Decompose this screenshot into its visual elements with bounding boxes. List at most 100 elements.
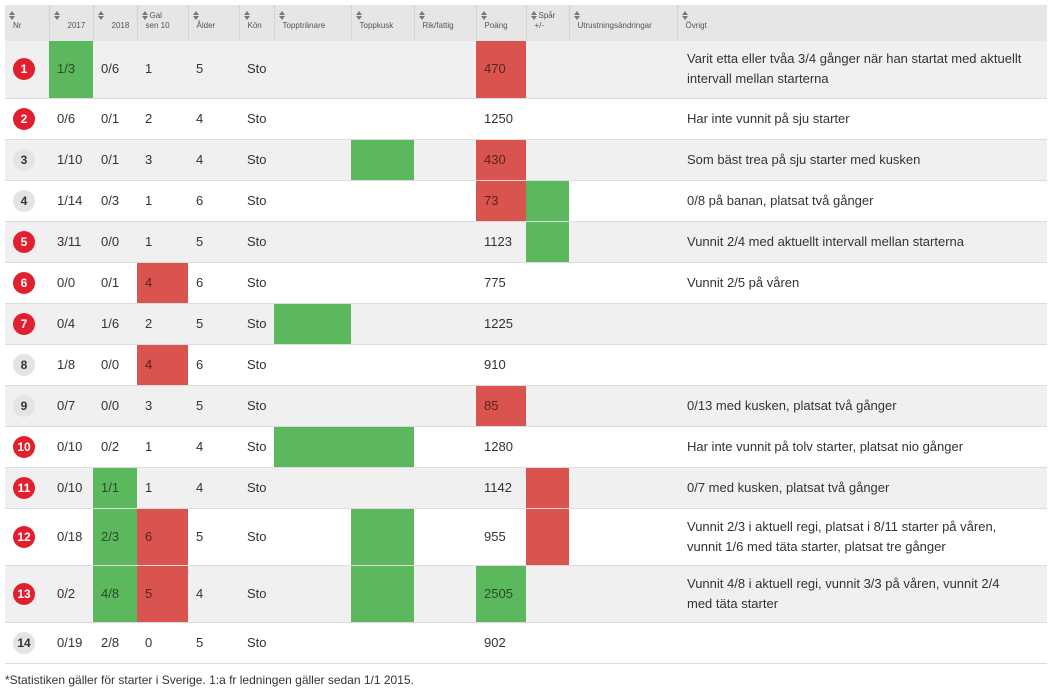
table-row[interactable]: 1 1/3 0/6 1 5 Sto 470 Varit etta eller tvåa 3/4… — [5, 41, 1047, 99]
cell-alder: 6 — [188, 180, 239, 222]
sort-icon — [681, 11, 688, 20]
cell-spar — [526, 41, 569, 99]
cell-nr: 8 — [5, 344, 49, 386]
cell-note: Vunnit 2/5 på våren — [677, 262, 1047, 304]
cell-note: Vunnit 4/8 i aktuell regi, vunnit 3/3 på… — [677, 565, 1047, 623]
cell-toppkusk — [351, 303, 414, 345]
cell-nr: 5 — [5, 221, 49, 263]
cell-y2018: 0/0 — [93, 344, 137, 386]
sort-icon — [573, 11, 580, 20]
table-row[interactable]: 4 1/14 0/3 1 6 Sto 73 0/8 på banan, platsat två… — [5, 180, 1047, 222]
table-row[interactable]: 12 0/18 2/3 6 5 Sto 955 Vunnit 2/3 i aktuell re… — [5, 508, 1047, 566]
cell-gal: 2 — [137, 303, 188, 345]
start-number-badge: 8 — [13, 353, 35, 376]
cell-y2018: 0/0 — [93, 385, 137, 427]
column-header-topptranare[interactable]: Topptränare — [274, 5, 352, 41]
cell-utrustning — [569, 139, 677, 181]
cell-kon: Sto — [239, 385, 274, 427]
cell-topptranare — [274, 98, 351, 140]
column-header-utrustning[interactable]: Utrustningsändringar — [569, 5, 678, 41]
cell-gal: 2 — [137, 98, 188, 140]
cell-topptranare — [274, 41, 351, 99]
cell-kon: Sto — [239, 622, 274, 664]
cell-alder: 6 — [188, 262, 239, 304]
column-header-nr[interactable]: Nr — [5, 5, 50, 41]
cell-gal: 0 — [137, 622, 188, 664]
cell-kon: Sto — [239, 262, 274, 304]
cell-kon: Sto — [239, 508, 274, 566]
column-header-poang[interactable]: Poäng — [476, 5, 527, 41]
column-header-toppkusk[interactable]: Toppkusk — [351, 5, 415, 41]
table-row[interactable]: 10 0/10 0/2 1 4 Sto 1280 Har inte vunnit på tol… — [5, 426, 1047, 468]
cell-kon: Sto — [239, 303, 274, 345]
sort-icon — [141, 11, 148, 20]
column-header-rikfattig[interactable]: Rik/fattig — [414, 5, 477, 41]
cell-toppkusk — [351, 622, 414, 664]
cell-utrustning — [569, 426, 677, 468]
cell-gal: 1 — [137, 180, 188, 222]
table-row[interactable]: 6 0/0 0/1 4 6 Sto 775 Vunnit 2/5 på våren — [5, 262, 1047, 304]
cell-y2017: 0/0 — [49, 262, 93, 304]
cell-spar — [526, 221, 569, 263]
column-header-2017[interactable]: 2017 — [49, 5, 94, 41]
cell-y2018: 0/3 — [93, 180, 137, 222]
cell-kon: Sto — [239, 139, 274, 181]
table-row[interactable]: 7 0/4 1/6 2 5 Sto 1225 — [5, 303, 1047, 345]
table-row[interactable]: 14 0/19 2/8 0 5 Sto 902 — [5, 622, 1047, 664]
cell-alder: 5 — [188, 221, 239, 263]
cell-note: Har inte vunnit på sju starter — [677, 98, 1047, 140]
cell-poang: 1250 — [476, 98, 526, 140]
sort-icon — [418, 11, 425, 20]
cell-y2018: 0/0 — [93, 221, 137, 263]
cell-kon: Sto — [239, 565, 274, 623]
cell-nr: 12 — [5, 508, 49, 566]
cell-note: 0/13 med kusken, platsat två gånger — [677, 385, 1047, 427]
cell-alder: 5 — [188, 622, 239, 664]
column-header-2018[interactable]: 2018 — [93, 5, 138, 41]
cell-spar — [526, 139, 569, 181]
cell-y2018: 0/6 — [93, 41, 137, 99]
cell-toppkusk — [351, 467, 414, 509]
cell-alder: 4 — [188, 426, 239, 468]
column-header-gal[interactable]: Gal sen 10 — [137, 5, 189, 41]
column-header-ovrigt[interactable]: Övrigt — [677, 5, 1047, 41]
cell-alder: 4 — [188, 98, 239, 140]
cell-y2017: 0/19 — [49, 622, 93, 664]
cell-rikfattig — [414, 41, 476, 99]
cell-spar — [526, 565, 569, 623]
cell-rikfattig — [414, 139, 476, 181]
start-number-badge: 9 — [13, 394, 35, 417]
column-header-alder[interactable]: Ålder — [188, 5, 240, 41]
cell-y2018: 2/3 — [93, 508, 137, 566]
table-row[interactable]: 2 0/6 0/1 2 4 Sto 1250 Har inte vunnit på sju s… — [5, 98, 1047, 140]
cell-alder: 6 — [188, 344, 239, 386]
cell-nr: 6 — [5, 262, 49, 304]
start-number-badge: 13 — [13, 582, 35, 605]
start-number-badge: 14 — [13, 631, 35, 654]
table-row[interactable]: 13 0/2 4/8 5 4 Sto 2505 Vunnit 4/8 i aktuell re… — [5, 565, 1047, 623]
table-row[interactable]: 11 0/10 1/1 1 4 Sto 1142 0/7 med kusken, platsa… — [5, 467, 1047, 509]
cell-gal: 3 — [137, 385, 188, 427]
table-row[interactable]: 9 0/7 0/0 3 5 Sto 85 0/13 med kusken, platsat t… — [5, 385, 1047, 427]
column-header-kon[interactable]: Kön — [239, 5, 275, 41]
column-header-spar[interactable]: Spår +/- — [526, 5, 570, 41]
cell-utrustning — [569, 508, 677, 566]
table-row[interactable]: 3 1/10 0/1 3 4 Sto 430 Som bäst trea på sju sta… — [5, 139, 1047, 181]
cell-note — [677, 622, 1047, 664]
cell-gal: 1 — [137, 426, 188, 468]
cell-y2017: 0/18 — [49, 508, 93, 566]
cell-poang: 910 — [476, 344, 526, 386]
cell-kon: Sto — [239, 180, 274, 222]
cell-utrustning — [569, 622, 677, 664]
cell-topptranare — [274, 344, 351, 386]
cell-rikfattig — [414, 98, 476, 140]
start-number-badge: 2 — [13, 107, 35, 130]
cell-rikfattig — [414, 426, 476, 468]
table-row[interactable]: 8 1/8 0/0 4 6 Sto 910 — [5, 344, 1047, 386]
table-row[interactable]: 5 3/11 0/0 1 5 Sto 1123 Vunnit 2/4 med aktuellt… — [5, 221, 1047, 263]
cell-poang: 1280 — [476, 426, 526, 468]
cell-poang: 85 — [476, 385, 526, 427]
cell-toppkusk — [351, 41, 414, 99]
cell-rikfattig — [414, 622, 476, 664]
cell-note: Som bäst trea på sju starter med kusken — [677, 139, 1047, 181]
